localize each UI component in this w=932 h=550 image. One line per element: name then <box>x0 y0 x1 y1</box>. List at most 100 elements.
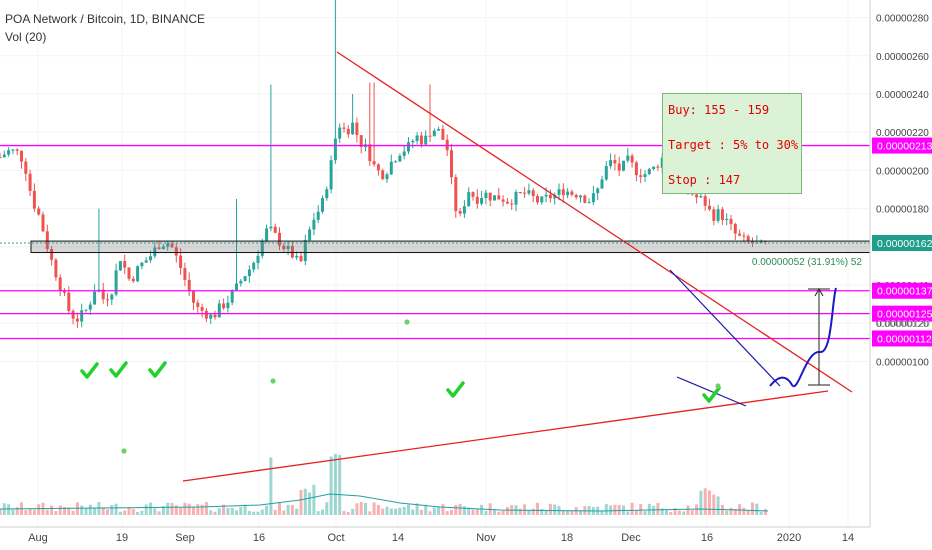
time-tick-label: 16 <box>701 532 713 544</box>
volume-bar <box>398 507 402 515</box>
candle-body <box>725 218 729 220</box>
volume-bar <box>531 508 535 515</box>
volume-bar <box>37 504 41 515</box>
volume-bar <box>613 504 617 515</box>
candle-body <box>230 290 234 303</box>
candle-body <box>609 160 613 167</box>
candle-body <box>174 247 178 256</box>
candle-body <box>75 318 79 322</box>
volume-bar <box>106 509 109 515</box>
volume-bar <box>157 511 161 515</box>
chart-title: POA Network / Bitcoin, 1D, BINANCE <box>5 12 206 26</box>
price-tick-label: 0.00000240 <box>876 90 929 101</box>
volume-bar <box>144 504 148 515</box>
candle-up <box>480 190 484 206</box>
candle-body <box>286 245 290 250</box>
volume-bar <box>222 504 226 515</box>
candle-body <box>622 160 625 171</box>
volume-bar <box>290 504 294 515</box>
candle-body <box>424 135 428 145</box>
candle-body <box>437 128 441 131</box>
candle-up <box>398 153 402 163</box>
candle-down <box>510 199 514 210</box>
candle-down <box>290 241 294 259</box>
candle-body <box>381 170 385 180</box>
volume-bar <box>192 506 195 515</box>
candle-up <box>394 160 398 163</box>
candle-up <box>247 265 251 283</box>
candle-body <box>316 211 320 220</box>
candle-up <box>140 262 144 270</box>
candle-body <box>385 174 389 180</box>
candle-down <box>751 237 754 247</box>
candle-up <box>11 148 15 155</box>
trade-note[interactable]: Buy: 155 - 159 Target : 5% to 30% Stop :… <box>662 93 802 194</box>
candle-down <box>617 156 621 177</box>
volume-bar <box>742 507 746 515</box>
candle-body <box>518 191 522 193</box>
candle-up <box>144 257 148 263</box>
candle-body <box>140 262 144 267</box>
candle-up <box>725 213 729 226</box>
candle-down <box>63 288 66 297</box>
volume-bars <box>0 453 769 515</box>
time-tick-label: 18 <box>561 532 573 544</box>
volume-bar <box>682 511 686 515</box>
ascending-trendline <box>182 390 829 482</box>
volume-bar <box>217 508 221 515</box>
candle-body <box>0 157 2 159</box>
candle-down <box>204 307 208 323</box>
volume-indicator-label[interactable]: Vol (20) <box>5 30 47 44</box>
volume-bar <box>325 502 329 515</box>
candle-body <box>591 193 595 203</box>
candle-down <box>0 152 2 159</box>
candle-body <box>41 214 45 232</box>
volume-bar <box>544 509 548 515</box>
candle-body <box>222 303 226 309</box>
candle-up <box>579 194 582 203</box>
candle-body <box>45 231 49 250</box>
candle-down <box>381 168 385 181</box>
volume-bar <box>149 502 152 515</box>
candle-body <box>720 209 724 220</box>
candle-body <box>355 122 359 136</box>
candle-up <box>540 196 544 205</box>
candle-down <box>708 198 711 211</box>
candle-body <box>703 196 707 206</box>
candle-down <box>41 211 45 232</box>
volume-bar <box>278 502 281 515</box>
candle-up <box>514 189 518 212</box>
volume-bar <box>11 509 15 515</box>
candle-body <box>204 310 208 319</box>
volume-bar <box>763 509 767 515</box>
candle-up <box>527 183 531 196</box>
volume-bar <box>140 510 144 515</box>
candle-down <box>58 274 62 296</box>
volume-bar <box>316 511 320 515</box>
candle-body <box>200 307 204 311</box>
candle-up <box>600 175 604 189</box>
candle-up <box>93 284 97 305</box>
volume-bar <box>677 510 681 515</box>
candle-body <box>751 240 754 244</box>
candle-body <box>712 209 716 221</box>
candle-down <box>561 183 565 203</box>
candle-up <box>467 187 471 207</box>
volume-bar <box>15 507 19 515</box>
volume-bar <box>118 511 122 515</box>
candle-up <box>462 200 466 218</box>
candle-down <box>518 191 522 194</box>
volume-bar <box>708 490 711 515</box>
candle-body <box>131 278 135 282</box>
candle-body <box>252 262 256 270</box>
wedge-upper-line <box>669 269 781 387</box>
candle-down <box>372 82 376 167</box>
candle-body <box>88 304 92 310</box>
volume-bar <box>321 509 324 515</box>
candle-body <box>574 194 578 198</box>
volume-bar <box>179 507 183 515</box>
volume-bar <box>24 510 28 515</box>
volume-bar <box>553 504 557 515</box>
checkmark-icon <box>109 361 128 378</box>
